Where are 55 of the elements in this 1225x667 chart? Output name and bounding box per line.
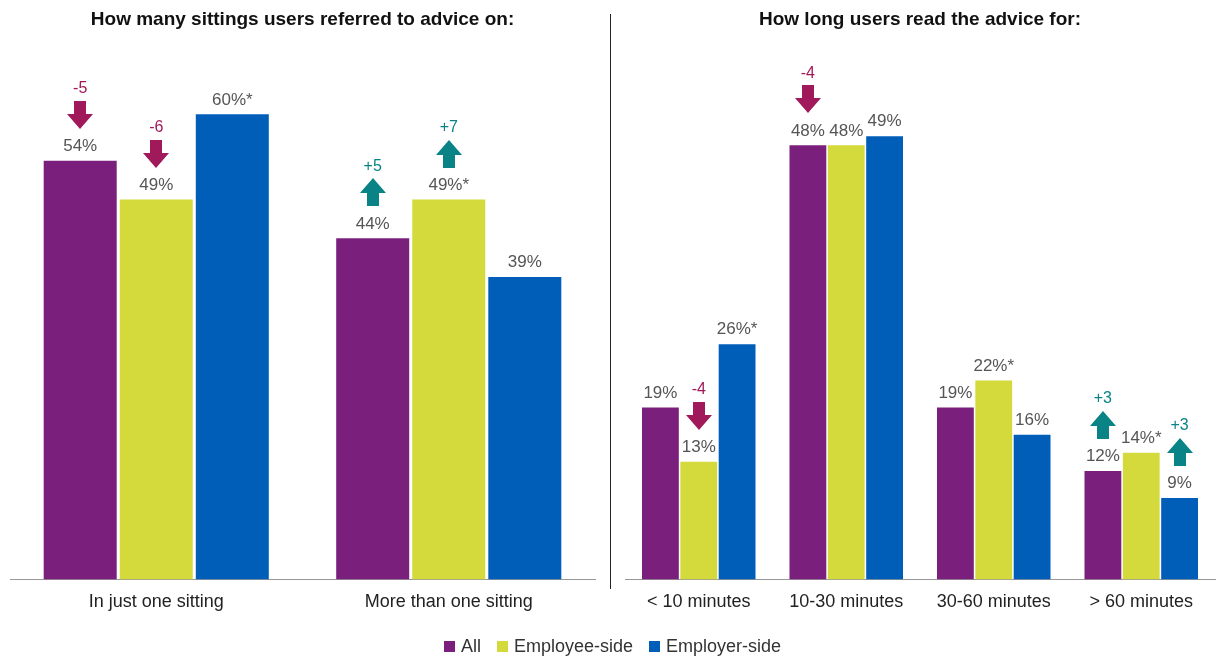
data-label: 22%* bbox=[973, 355, 1015, 375]
data-label: 19% bbox=[938, 382, 973, 402]
annotation: +5 bbox=[363, 156, 382, 174]
annotation: -4 bbox=[691, 380, 706, 398]
bar bbox=[827, 145, 865, 580]
data-label: 19% bbox=[643, 382, 678, 402]
annotation: +3 bbox=[1093, 389, 1113, 407]
x-tick-label: More than one sitting bbox=[364, 591, 533, 612]
annotation: -6 bbox=[149, 117, 164, 135]
bar bbox=[336, 238, 410, 580]
data-label: 14%* bbox=[1120, 427, 1162, 447]
bar bbox=[195, 114, 269, 580]
text: -5 bbox=[73, 79, 88, 97]
bar bbox=[680, 461, 718, 580]
data-label: 39% bbox=[507, 252, 542, 272]
chart-title: How many sittings users referred to advice on: bbox=[90, 7, 515, 29]
data-label: 49%* bbox=[428, 174, 470, 194]
x-tick-label: < 10 minutes bbox=[646, 591, 751, 612]
data-label: 48% bbox=[829, 120, 864, 140]
data-label: 12% bbox=[1085, 446, 1120, 466]
bar bbox=[866, 136, 904, 580]
bar bbox=[488, 277, 562, 580]
legend-label: Employer-side bbox=[665, 636, 782, 656]
bar bbox=[975, 380, 1013, 580]
x-tick-label: 10-30 minutes bbox=[789, 591, 904, 612]
bar bbox=[641, 407, 679, 580]
data-label: 54% bbox=[63, 136, 98, 156]
bar bbox=[43, 160, 117, 580]
data-label: 49% bbox=[139, 174, 174, 194]
bar bbox=[1122, 452, 1160, 580]
data-label: 13% bbox=[681, 437, 716, 457]
annotation: +3 bbox=[1170, 416, 1189, 434]
legend-label: Employee-side bbox=[512, 636, 634, 656]
bar bbox=[789, 145, 827, 580]
chart-title: How long users read the advice for: bbox=[758, 7, 1082, 29]
x-tick-label: > 60 minutes bbox=[1089, 591, 1194, 612]
data-label: 16% bbox=[1015, 409, 1050, 429]
bar bbox=[718, 344, 756, 580]
data-label: 49% bbox=[867, 111, 902, 131]
legend-label: All bbox=[459, 636, 481, 656]
bar bbox=[119, 199, 193, 580]
annotation: +7 bbox=[439, 117, 458, 135]
x-tick-label: 30-60 minutes bbox=[936, 591, 1051, 612]
x-tick-label: In just one sitting bbox=[88, 591, 224, 612]
bar bbox=[1084, 470, 1122, 580]
data-label: 9% bbox=[1167, 473, 1192, 493]
data-label: 26%* bbox=[716, 319, 758, 339]
bar bbox=[936, 407, 974, 580]
bar bbox=[412, 199, 486, 580]
text: -4 bbox=[800, 63, 816, 81]
bar bbox=[1013, 434, 1051, 580]
data-label: 44% bbox=[355, 213, 390, 233]
data-label: 48% bbox=[790, 120, 825, 140]
data-label: 60%* bbox=[211, 89, 253, 109]
bar bbox=[1161, 498, 1199, 580]
